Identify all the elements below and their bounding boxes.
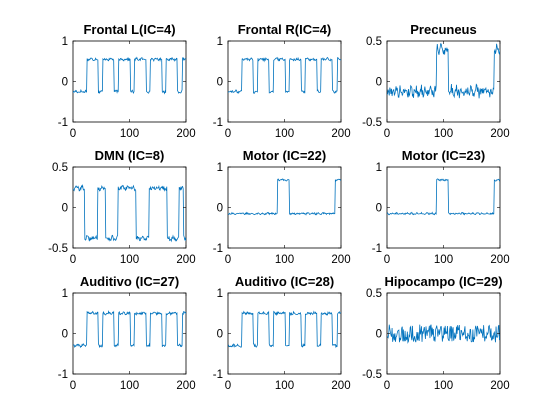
- y-tick-label: 0: [217, 77, 223, 89]
- x-tick-label: 200: [331, 128, 350, 140]
- x-tick-label: 100: [120, 254, 139, 266]
- x-tick-label: 200: [331, 254, 350, 266]
- y-tick-label: 0: [376, 329, 382, 341]
- x-tick-label: 100: [434, 128, 453, 140]
- y-tick-label: 0: [217, 329, 223, 341]
- chart-title: Frontal L(IC=4): [83, 22, 175, 37]
- x-tick-label: 200: [176, 380, 195, 392]
- plot-frame: [227, 166, 342, 249]
- y-tick-label: 1: [217, 162, 223, 174]
- chart-title: Auditivo (IC=28): [235, 274, 334, 289]
- series-line: [387, 178, 500, 216]
- x-tick-label: 200: [490, 254, 509, 266]
- y-tick-label: 1: [62, 288, 68, 300]
- x-tick-label: 100: [434, 254, 453, 266]
- x-tick-label: 0: [225, 254, 231, 266]
- y-tick-label: -1: [213, 243, 223, 255]
- x-tick-label: 100: [434, 380, 453, 392]
- x-tick-label: 0: [70, 380, 76, 392]
- series-line: [228, 56, 341, 94]
- y-tick-label: -1: [213, 369, 223, 381]
- y-tick-label: 1: [376, 162, 382, 174]
- series-line: [387, 43, 500, 99]
- y-tick-label: 0: [376, 203, 382, 215]
- y-tick-label: 1: [62, 36, 68, 48]
- y-tick-label: 0.5: [52, 162, 68, 174]
- series-line: [387, 324, 500, 344]
- chart-title: DMN (IC=8): [95, 148, 165, 163]
- x-tick-label: 200: [176, 254, 195, 266]
- y-tick-label: 1: [217, 288, 223, 300]
- y-tick-label: 0: [62, 77, 68, 89]
- y-tick-label: -1: [58, 369, 68, 381]
- series-line: [228, 178, 341, 216]
- y-tick-label: -1: [372, 243, 382, 255]
- y-tick-label: 0: [62, 203, 68, 215]
- x-tick-label: 100: [275, 254, 294, 266]
- y-tick-label: 0: [217, 203, 223, 215]
- y-tick-label: 0: [62, 329, 68, 341]
- x-tick-label: 200: [490, 380, 509, 392]
- x-tick-label: 0: [384, 128, 390, 140]
- y-tick-label: -0.5: [362, 117, 382, 129]
- y-tick-label: -1: [58, 117, 68, 129]
- chart-title: Auditivo (IC=27): [80, 274, 179, 289]
- y-tick-label: 0.5: [366, 36, 382, 48]
- chart-title: Frontal R(IC=4): [238, 22, 332, 37]
- x-tick-label: 100: [120, 128, 139, 140]
- series-line: [73, 56, 186, 95]
- x-tick-label: 0: [70, 254, 76, 266]
- plot-frame: [72, 40, 187, 123]
- plot-frame: [72, 292, 187, 375]
- x-tick-label: 100: [275, 380, 294, 392]
- chart-title: Motor (IC=22): [243, 148, 326, 163]
- y-tick-label: -1: [213, 117, 223, 129]
- y-tick-label: -0.5: [362, 369, 382, 381]
- x-tick-label: 0: [225, 128, 231, 140]
- y-tick-label: -0.5: [48, 243, 68, 255]
- plot-frame: [72, 166, 187, 249]
- x-tick-label: 100: [120, 380, 139, 392]
- plot-frame: [227, 292, 342, 375]
- series-line: [228, 310, 341, 349]
- y-tick-label: 0.5: [366, 288, 382, 300]
- x-tick-label: 200: [490, 128, 509, 140]
- x-tick-label: 200: [176, 128, 195, 140]
- plot-frame: [227, 40, 342, 123]
- x-tick-label: 0: [225, 380, 231, 392]
- x-tick-label: 0: [384, 254, 390, 266]
- x-tick-label: 0: [70, 128, 76, 140]
- series-line: [73, 184, 186, 243]
- chart-title: Hipocampo (IC=29): [384, 274, 502, 289]
- y-tick-label: 1: [217, 36, 223, 48]
- series-line: [73, 310, 186, 349]
- x-tick-label: 0: [384, 380, 390, 392]
- plot-frame: [386, 166, 501, 249]
- y-tick-label: 0: [376, 77, 382, 89]
- chart-title: Motor (IC=23): [402, 148, 485, 163]
- x-tick-label: 100: [275, 128, 294, 140]
- chart-title: Precuneus: [410, 22, 476, 37]
- x-tick-label: 200: [331, 380, 350, 392]
